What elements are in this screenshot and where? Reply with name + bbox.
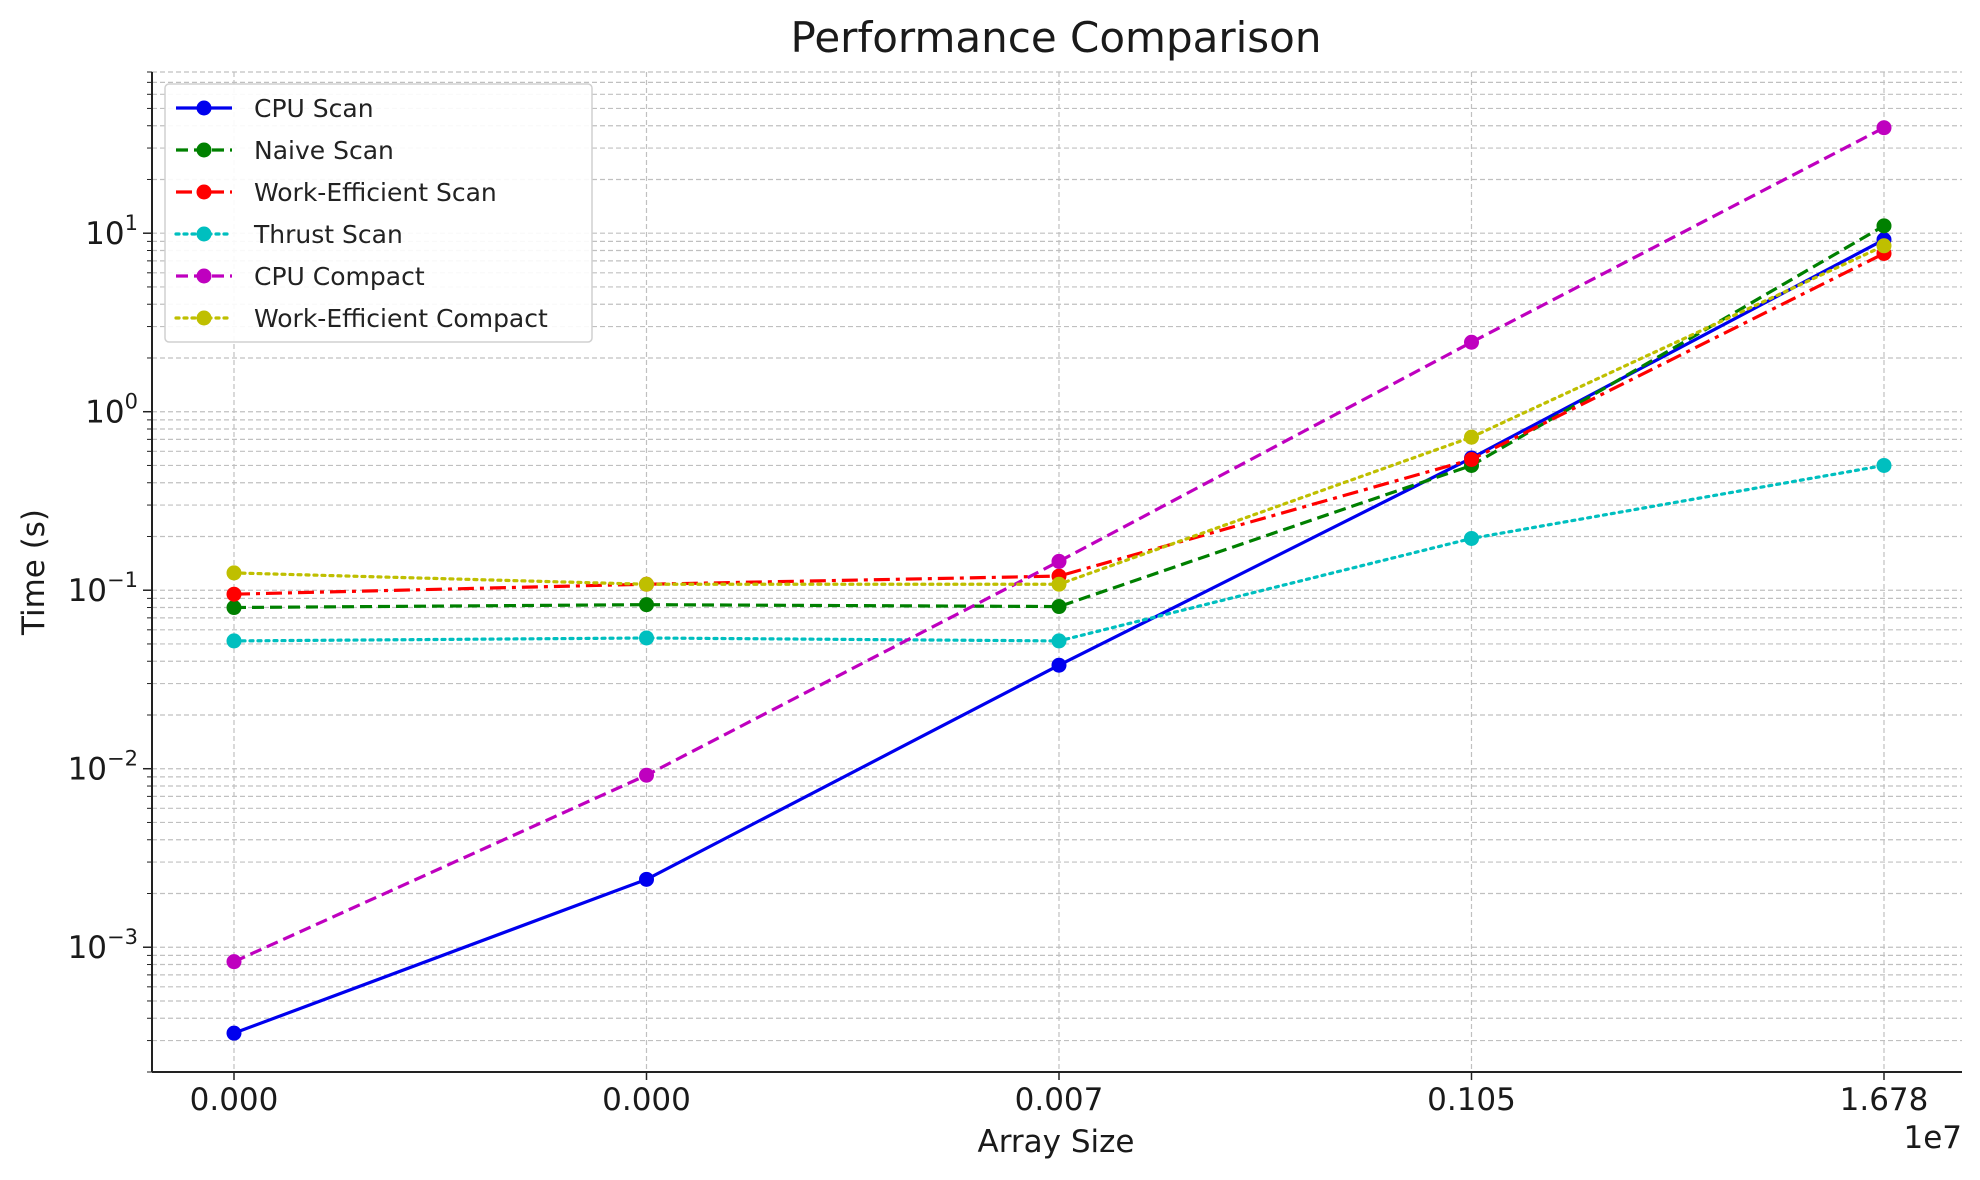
- data-point: [1876, 457, 1892, 473]
- data-point: [226, 586, 242, 602]
- data-point: [226, 1025, 242, 1041]
- data-point: [1051, 657, 1067, 673]
- series-line: [233, 224, 1885, 610]
- legend-marker: [196, 142, 212, 158]
- data-point: [1464, 451, 1479, 467]
- y-tick-label: 10−1: [68, 568, 138, 609]
- legend-label: Work-Efficient Scan: [254, 178, 497, 207]
- legend-label: Thrust Scan: [253, 220, 403, 249]
- legend-marker: [196, 310, 212, 326]
- legend-marker: [196, 184, 212, 200]
- data-point: [1464, 334, 1479, 350]
- data-point: [1464, 530, 1479, 546]
- x-tick-label: 0.000: [602, 1082, 691, 1118]
- y-tick-label: 10−3: [68, 925, 138, 966]
- data-point: [226, 600, 242, 616]
- y-axis-label: Time (s): [16, 509, 52, 636]
- y-ticks: 10−3 10−2 10−1 100 101: [68, 71, 152, 1073]
- x-ticks: 0.000 0.000 0.007 0.105 1.678: [190, 1072, 1929, 1118]
- y-tick-label: 101: [85, 211, 138, 252]
- legend-marker: [196, 226, 212, 242]
- y-tick-label: 100: [85, 390, 138, 431]
- x-tick-label: 1.678: [1840, 1082, 1929, 1118]
- data-point: [1051, 599, 1067, 615]
- data-point: [639, 767, 654, 783]
- legend-label: Work-Efficient Compact: [254, 304, 548, 333]
- legend-label: Naive Scan: [254, 136, 394, 165]
- x-tick-label: 0.007: [1015, 1082, 1104, 1118]
- legend-label: CPU Scan: [254, 94, 374, 123]
- data-point: [639, 871, 654, 887]
- data-point: [1051, 576, 1067, 592]
- data-point: [639, 576, 654, 592]
- data-point: [1876, 238, 1892, 254]
- data-point: [1051, 553, 1067, 569]
- x-tick-label: 0.105: [1427, 1082, 1516, 1118]
- data-point: [226, 954, 242, 970]
- y-tick-label: 10−2: [68, 747, 138, 788]
- series-cpu-compact: [226, 120, 1892, 970]
- data-point: [226, 633, 242, 649]
- data-point: [639, 630, 654, 646]
- data-point: [226, 565, 242, 581]
- legend-box: [164, 83, 593, 343]
- series-layer: [226, 120, 1892, 1041]
- chart-title: Performance Comparison: [791, 13, 1322, 62]
- series-thrust-scan: [226, 457, 1892, 649]
- series-work-efficient-compact: [226, 238, 1892, 592]
- data-point: [1876, 120, 1892, 136]
- data-point: [1464, 429, 1479, 445]
- legend-marker: [196, 268, 212, 284]
- legend-marker: [196, 100, 212, 116]
- x-tick-label: 0.000: [190, 1082, 279, 1118]
- legend: CPU Scan Naive Scan Work-Efficient Scan Thr…: [164, 83, 593, 343]
- x-axis-offset-label: 1e7: [1903, 1120, 1962, 1156]
- data-point: [1051, 633, 1067, 649]
- data-point: [639, 597, 654, 613]
- series-line: [233, 126, 1885, 964]
- data-point: [1876, 218, 1892, 234]
- x-axis-label: Array Size: [978, 1124, 1135, 1160]
- legend-label: CPU Compact: [254, 262, 425, 291]
